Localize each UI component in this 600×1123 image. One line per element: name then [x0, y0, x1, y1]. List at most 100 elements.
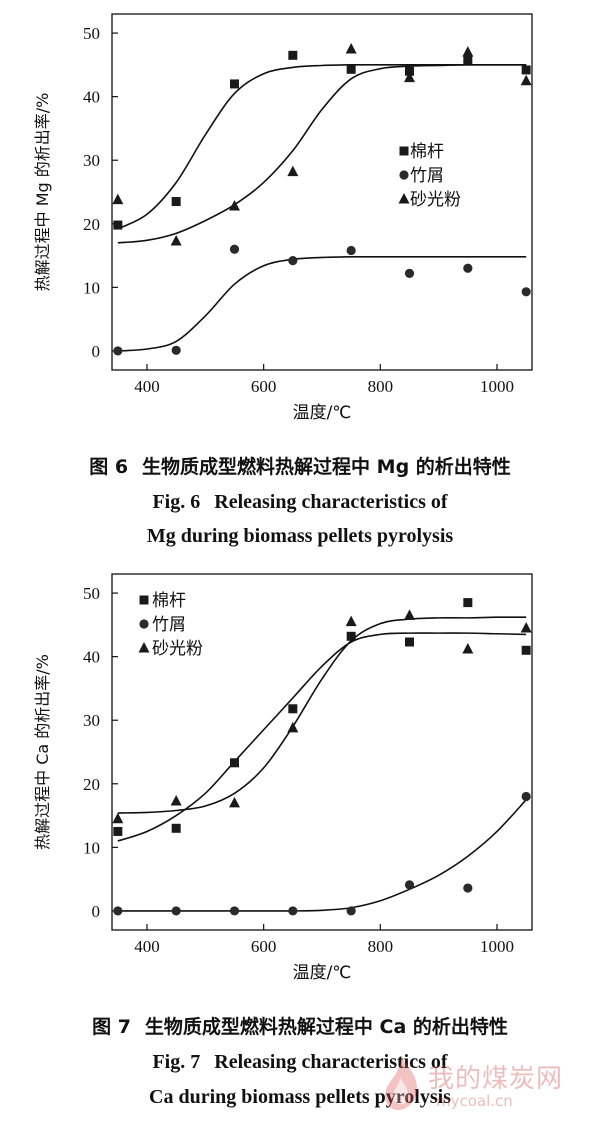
figure-7-caption-cn: 图 7 生物质成型燃料热解过程中 Ca 的析出特性: [0, 1012, 600, 1039]
data-point-circle: [404, 268, 415, 278]
x-tick-label: 1000: [480, 937, 514, 956]
data-point-triangle: [287, 721, 299, 733]
legend-marker-square: [399, 146, 409, 156]
data-point-square: [288, 704, 298, 714]
data-point-square: [288, 50, 298, 60]
data-point-triangle: [112, 193, 124, 205]
y-tick-label: 20: [83, 775, 100, 794]
figure-7-caption-en-line1: Fig. 7 Releasing characteristics of: [0, 1051, 600, 1074]
data-point-triangle: [404, 71, 415, 83]
y-tick-label: 40: [83, 88, 100, 107]
x-axis-label: 温度/℃: [293, 963, 352, 983]
data-point-circle: [463, 263, 473, 273]
data-point-circle: [171, 906, 181, 916]
legend-marker-triangle: [398, 193, 410, 204]
fit-curve-triangle: [117, 64, 527, 244]
data-point-circle: [229, 244, 240, 254]
data-point-triangle: [345, 42, 357, 54]
chart-mg: 400 600 800 1000 0 10 20 30 40 50 温度/℃ 热解过程中 Mg 的析出…: [33, 13, 533, 423]
y-tick-label: 20: [83, 215, 100, 234]
legend-marker-triangle: [138, 642, 150, 653]
y-axis-label: 热解过程中 Ca 的析出率/%: [33, 654, 52, 850]
data-point-triangle: [170, 794, 182, 806]
data-point-square: [346, 631, 356, 641]
y-tick-label: 0: [92, 902, 101, 921]
data-point-square: [113, 826, 123, 836]
y-tick-label: 50: [83, 584, 100, 603]
series-circle: [113, 791, 531, 916]
data-point-circle: [521, 287, 531, 297]
legend-marker-circle: [399, 170, 409, 180]
figure-6-title-cn: 生物质成型燃料热解过程中 Mg 的析出特性: [142, 456, 511, 478]
data-point-square: [463, 55, 473, 65]
y-tick-label: 30: [83, 711, 100, 730]
x-tick-label: 800: [368, 937, 394, 956]
data-point-triangle: [229, 199, 240, 211]
figure-6-caption-en-line1: Fig. 6 Releasing characteristics of: [0, 491, 600, 514]
y-tick-label: 30: [83, 151, 100, 170]
data-point-square: [171, 823, 181, 833]
data-point-circle: [404, 880, 415, 890]
fit-curve-circle: [117, 799, 527, 912]
figure-6-label: 图 6: [89, 456, 129, 478]
plot-frame: [111, 13, 533, 371]
series-circle: [113, 244, 531, 356]
x-tick-label: 600: [251, 937, 277, 956]
figure-6: 400 600 800 1000 0 10 20 30 40 50 温度/℃ 热解过程中 Mg 的析出…: [0, 0, 600, 560]
data-point-circle: [463, 883, 473, 893]
data-point-triangle: [345, 615, 357, 627]
legend-label: 棉杆: [410, 142, 444, 162]
data-point-triangle: [112, 812, 124, 824]
fit-curve-triangle: [117, 616, 527, 814]
data-point-square: [521, 65, 531, 75]
data-point-square: [171, 197, 181, 207]
x-tick-label: 400: [134, 377, 160, 396]
data-point-circle: [171, 345, 181, 355]
figure-6-title-en-1: Releasing characteristics of: [214, 491, 448, 513]
legend-label: 砂光粉: [152, 639, 203, 659]
legend-label: 砂光粉: [410, 190, 461, 210]
data-point-circle: [113, 906, 123, 916]
y-tick-label: 40: [83, 648, 100, 667]
figure-7-title-en-1: Releasing characteristics of: [214, 1051, 448, 1073]
fit-curve-circle: [117, 255, 527, 352]
y-tick-label: 0: [92, 342, 101, 361]
data-point-circle: [229, 906, 240, 916]
data-point-circle: [288, 256, 298, 266]
x-tick-label: 400: [134, 937, 160, 956]
figure-7-label: 图 7: [92, 1016, 131, 1038]
x-tick-label: 1000: [480, 377, 514, 396]
data-point-square: [346, 64, 356, 74]
data-point-triangle: [520, 622, 532, 633]
legend-marker-circle: [139, 619, 149, 629]
data-point-square: [521, 645, 531, 655]
data-point-circle: [113, 346, 123, 356]
plot-frame: [111, 573, 533, 931]
series-triangle: [112, 609, 532, 824]
y-tick-label: 10: [83, 278, 100, 297]
y-tick-label: 50: [83, 24, 100, 43]
data-point-triangle: [170, 234, 182, 246]
x-tick-label: 600: [251, 377, 277, 396]
data-point-circle: [288, 906, 298, 916]
data-point-triangle: [404, 609, 415, 620]
data-point-square: [405, 66, 414, 76]
data-point-square: [230, 758, 239, 768]
y-axis-label: 热解过程中 Mg 的析出率/%: [33, 93, 52, 292]
figure-7-caption-en-line2: Ca during biomass pellets pyrolysis: [149, 1086, 451, 1108]
data-point-square: [463, 598, 473, 608]
figure-6-caption-cn: 图 6 生物质成型燃料热解过程中 Mg 的析出特性: [0, 452, 600, 479]
figure-7-title-cn: 生物质成型燃料热解过程中 Ca 的析出特性: [144, 1016, 508, 1038]
legend-marker-square: [139, 595, 149, 605]
data-point-square: [230, 79, 239, 89]
figure-7-label-en: Fig. 7: [152, 1051, 201, 1073]
data-point-triangle: [229, 796, 240, 808]
x-tick-label: 800: [368, 377, 394, 396]
data-point-circle: [346, 906, 356, 916]
x-axis-label: 温度/℃: [293, 403, 352, 423]
figure-6-caption-en-line2: Mg during biomass pellets pyrolysis: [146, 525, 454, 547]
data-point-square: [113, 220, 123, 230]
series-triangle: [112, 42, 532, 246]
